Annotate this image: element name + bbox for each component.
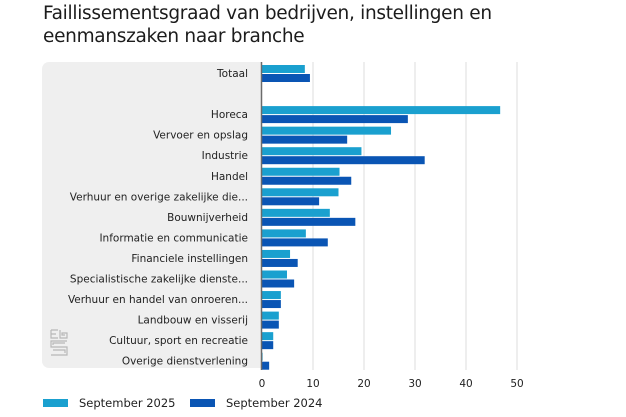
category-label: Handel xyxy=(211,171,248,183)
bar-september-2025 xyxy=(262,311,279,320)
bar-september-2024 xyxy=(262,361,270,370)
bar-september-2025 xyxy=(262,352,263,361)
category-label: Landbouw en visserij xyxy=(138,315,248,327)
cbs-logo-icon xyxy=(50,329,68,356)
bar-september-2024 xyxy=(262,135,348,144)
x-tick-label: 20 xyxy=(357,378,370,390)
bar-september-2024 xyxy=(262,300,281,309)
bar-september-2025 xyxy=(262,65,305,73)
bar-september-2024 xyxy=(262,115,408,124)
legend-swatch-september-2024 xyxy=(190,399,215,407)
category-label: Informatie en communicatie xyxy=(99,232,248,244)
bar-september-2024 xyxy=(262,320,279,329)
x-tick-label: 40 xyxy=(459,378,472,390)
bar-september-2024 xyxy=(262,74,310,82)
category-label-panel xyxy=(42,62,261,368)
category-label: Vervoer en opslag xyxy=(153,130,248,142)
legend-item-september-2024: September 2024 xyxy=(190,396,323,410)
bar-september-2024 xyxy=(262,341,274,350)
bar-september-2024 xyxy=(262,217,356,226)
bar-september-2024 xyxy=(262,197,320,206)
bar-september-2025 xyxy=(262,167,340,176)
x-tick-label: 50 xyxy=(510,378,523,390)
category-label: Overige dienstverlening xyxy=(122,356,248,368)
legend-swatch-september-2025 xyxy=(43,399,68,407)
bar-september-2025 xyxy=(262,208,330,217)
bar-september-2025 xyxy=(262,332,274,341)
bar-september-2025 xyxy=(262,291,281,300)
bar-september-2025 xyxy=(262,229,306,238)
bar-september-2024 xyxy=(262,156,425,165)
category-label: Financiele instellingen xyxy=(131,253,248,265)
legend-item-september-2025: September 2025 xyxy=(43,396,176,410)
bar-september-2024 xyxy=(262,238,328,247)
bar-september-2024 xyxy=(262,176,352,185)
bar-september-2025 xyxy=(262,106,501,115)
category-label: Bouwnijverheid xyxy=(167,212,248,224)
category-label: Verhuur en overige zakelijke die... xyxy=(70,191,248,203)
x-tick-label: 10 xyxy=(306,378,319,390)
bar-september-2025 xyxy=(262,270,287,279)
bar-september-2024 xyxy=(262,258,298,267)
category-label: Totaal xyxy=(216,68,248,80)
bar-september-2024 xyxy=(262,279,295,288)
bar-september-2025 xyxy=(262,147,362,156)
category-label: Verhuur en handel van onroeren... xyxy=(68,294,248,306)
bar-september-2025 xyxy=(262,249,291,258)
x-tick-label: 0 xyxy=(259,378,266,390)
legend-label: September 2025 xyxy=(79,396,176,410)
category-label: Industrie xyxy=(202,150,248,162)
category-label: Cultuur, sport en recreatie xyxy=(109,335,248,347)
x-tick-label: 30 xyxy=(408,378,421,390)
legend-label: September 2024 xyxy=(226,396,323,410)
category-label: Specialistische zakelijke dienste... xyxy=(70,274,248,286)
chart-title: Faillissementsgraad van bedrijven, inste… xyxy=(43,3,492,47)
category-label: Horeca xyxy=(211,109,248,121)
bar-september-2025 xyxy=(262,126,392,135)
bar-september-2025 xyxy=(262,188,339,197)
